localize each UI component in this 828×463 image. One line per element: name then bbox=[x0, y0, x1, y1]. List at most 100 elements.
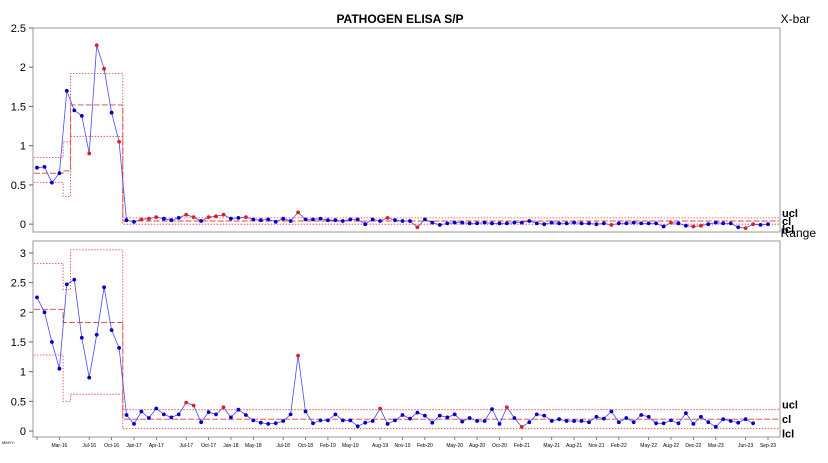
range-point bbox=[616, 420, 621, 425]
xbar-point bbox=[57, 171, 62, 176]
xbar-point bbox=[505, 221, 509, 226]
xbar-point bbox=[587, 221, 591, 226]
range-point bbox=[423, 413, 427, 418]
x-tick-label: Dec-22 bbox=[685, 443, 701, 449]
range-point bbox=[646, 414, 651, 419]
range-point bbox=[445, 415, 450, 420]
x-tick-label: Mar-23 bbox=[708, 443, 724, 449]
range-point bbox=[42, 310, 47, 315]
x-tick-label: Oct-18 bbox=[298, 443, 313, 449]
range-point-flagged bbox=[378, 406, 382, 411]
range-series-line bbox=[36, 278, 754, 428]
range-point bbox=[594, 414, 599, 419]
xbar-limit-label-lcl: lcl bbox=[782, 224, 794, 236]
xbar-point-flagged bbox=[147, 216, 151, 221]
xbar-point bbox=[766, 222, 770, 227]
xbar-point bbox=[534, 221, 539, 226]
range-point-flagged bbox=[191, 403, 196, 408]
x-tick-label: May-22 bbox=[640, 443, 657, 449]
xbar-point bbox=[266, 217, 271, 222]
xbar-point bbox=[721, 221, 726, 226]
range-point bbox=[132, 422, 136, 426]
range-point bbox=[281, 419, 286, 423]
range-point-flagged bbox=[505, 405, 509, 410]
xbar-point bbox=[355, 217, 360, 222]
range-point bbox=[229, 415, 233, 420]
range-point bbox=[244, 413, 248, 417]
range-limit-label-cl: cl bbox=[782, 414, 791, 426]
range-point-flagged bbox=[296, 353, 300, 358]
xbar-point bbox=[684, 223, 688, 228]
range-point bbox=[639, 413, 644, 417]
xbar-point bbox=[132, 219, 136, 224]
xbar-point bbox=[676, 221, 681, 226]
xbar-point bbox=[639, 221, 644, 226]
x-tick-label: Aug-20 bbox=[469, 443, 485, 449]
xbar-ytick-label: 1.5 bbox=[11, 101, 26, 113]
xbar-point bbox=[199, 219, 204, 223]
range-lcl-line bbox=[34, 354, 779, 430]
xbar-ytick-label: 0.5 bbox=[11, 180, 26, 192]
xbar-point bbox=[42, 165, 47, 169]
xbar-point-flagged bbox=[221, 212, 226, 217]
range-point bbox=[251, 418, 256, 423]
xbar-point bbox=[273, 219, 278, 224]
xbar-point bbox=[437, 223, 442, 227]
xbar-point bbox=[236, 216, 241, 220]
range-point bbox=[609, 409, 614, 414]
xbar-point bbox=[348, 217, 353, 222]
xbar-point bbox=[423, 217, 427, 222]
xbar-point-flagged bbox=[743, 226, 748, 231]
range-limit-label-lcl: lcl bbox=[782, 429, 794, 441]
x-tick-label: Feb-21 bbox=[514, 443, 530, 449]
xbar-point-flagged bbox=[415, 225, 420, 230]
range-frame bbox=[32, 240, 781, 438]
xbar-point bbox=[549, 220, 554, 225]
xbar-point bbox=[124, 218, 129, 223]
range-point bbox=[706, 420, 711, 425]
xbar-point bbox=[579, 221, 584, 226]
xbar-point bbox=[527, 219, 532, 223]
xbar-ytick-label: 1 bbox=[20, 141, 26, 153]
x-tick-label: Aug-22 bbox=[663, 443, 679, 449]
xbar-point bbox=[393, 218, 397, 223]
xbar-limit-label-cl: cl bbox=[782, 216, 791, 228]
xbar-point bbox=[557, 221, 561, 226]
range-point bbox=[542, 413, 547, 418]
range-point bbox=[497, 422, 502, 426]
chart-title: PATHOGEN ELISA S/P bbox=[336, 12, 463, 26]
range-point bbox=[266, 422, 271, 426]
xbar-point bbox=[378, 219, 382, 223]
range-point bbox=[602, 416, 606, 421]
xbar-point bbox=[482, 220, 487, 225]
xbar-point bbox=[512, 220, 517, 225]
range-point bbox=[654, 421, 658, 426]
xbar-point bbox=[467, 221, 472, 226]
xbar-point bbox=[326, 218, 330, 223]
range-point bbox=[109, 328, 114, 332]
range-point bbox=[258, 420, 263, 425]
x-tick-label: Oct-20 bbox=[492, 443, 507, 449]
range-point bbox=[534, 412, 539, 417]
range-point bbox=[94, 332, 99, 337]
range-point bbox=[631, 420, 636, 425]
x-tick-label: Aug-21 bbox=[566, 443, 582, 449]
xbar-point bbox=[64, 88, 69, 93]
range-point bbox=[549, 419, 554, 423]
range-point bbox=[102, 285, 106, 290]
xbar-point bbox=[79, 114, 84, 118]
range-point bbox=[661, 421, 666, 426]
x-tick-label: Feb-19 bbox=[320, 443, 336, 449]
range-point bbox=[79, 335, 84, 340]
range-point bbox=[751, 421, 755, 426]
range-point-flagged bbox=[519, 425, 524, 429]
xbar-point-flagged bbox=[117, 139, 121, 144]
xbar-ucl-line bbox=[34, 73, 779, 219]
range-ytick-label: 1 bbox=[20, 367, 26, 379]
xbar-point bbox=[452, 220, 457, 225]
xbar-cl-line bbox=[34, 104, 779, 222]
range-point bbox=[587, 420, 591, 425]
range-point bbox=[161, 412, 166, 417]
xbar-point-flagged bbox=[139, 217, 144, 222]
range-ytick-label: 3 bbox=[20, 248, 26, 260]
